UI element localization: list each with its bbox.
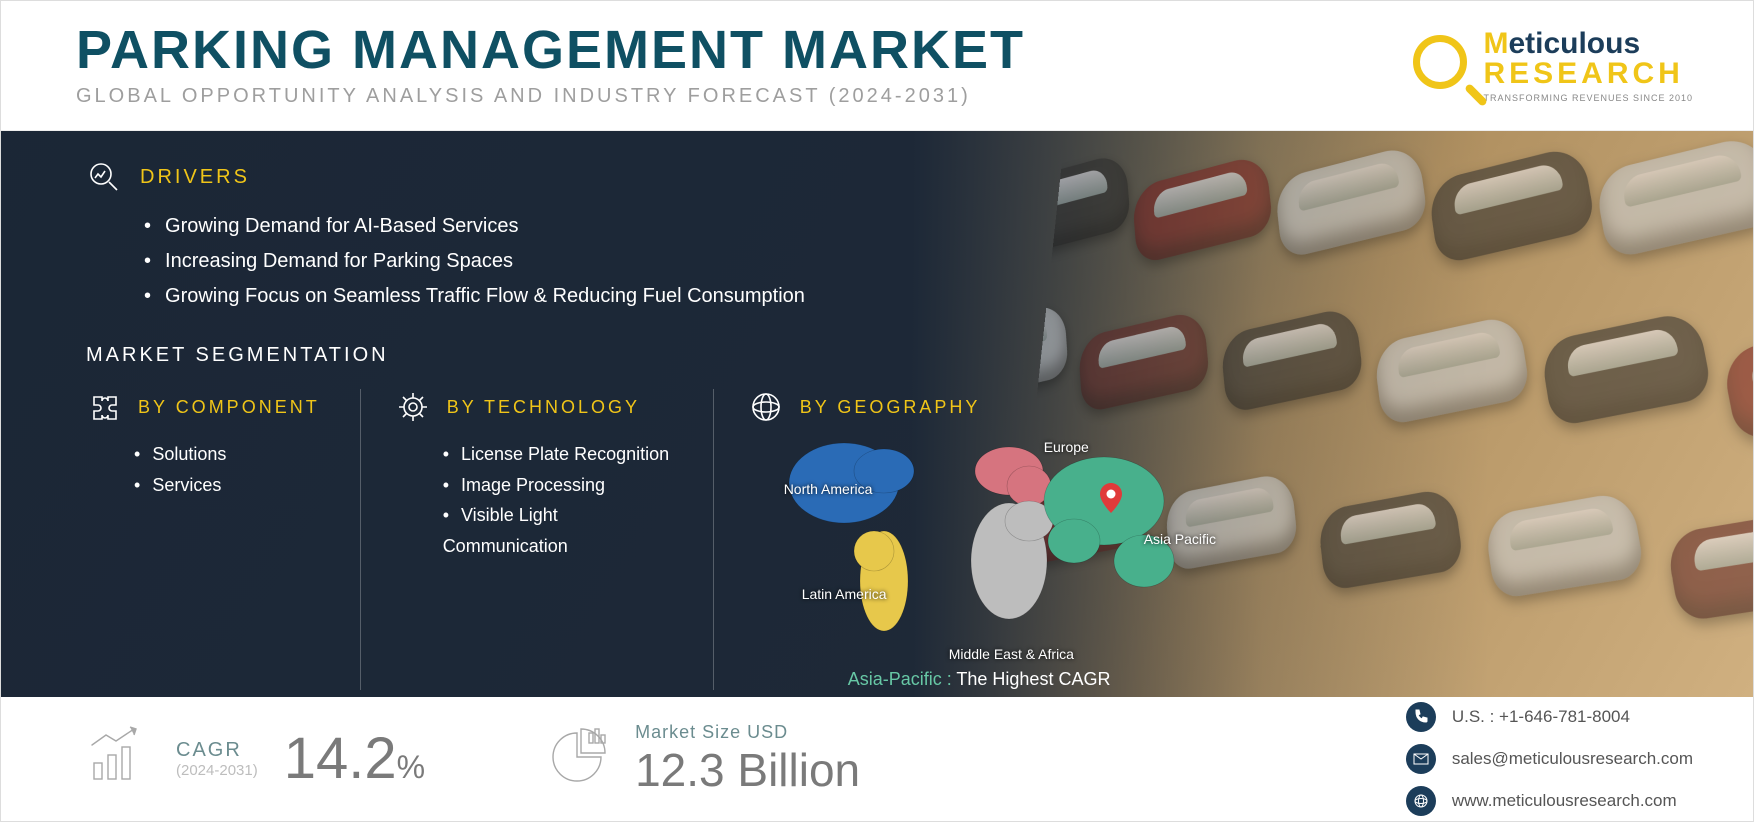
market-size-label: Market Size USD (635, 722, 860, 743)
globe-icon (748, 389, 784, 425)
chip-icon (395, 389, 431, 425)
puzzle-icon (86, 389, 122, 425)
cagr-label: CAGR (176, 739, 258, 762)
technology-list: License Plate RecognitionImage Processin… (443, 439, 673, 561)
stat-cagr: CAGR (2024-2031) 14.2% (86, 725, 425, 794)
brand-logo: Meticulous RESEARCH TRANSFORMING REVENUE… (1413, 29, 1693, 103)
web-icon (1406, 786, 1436, 816)
cagr-value: 14.2% (284, 730, 425, 788)
geography-title: BY GEOGRAPHY (800, 397, 981, 418)
contact-email[interactable]: sales@meticulousresearch.com (1406, 744, 1693, 774)
technology-item: Image Processing (443, 470, 673, 501)
magnifier-icon (1413, 35, 1475, 97)
segment-component: BY COMPONENT SolutionsServices (86, 389, 361, 690)
footer: CAGR (2024-2031) 14.2% Market Size USD 1… (1, 697, 1753, 821)
map-label: Latin America (802, 586, 887, 602)
component-list: SolutionsServices (134, 439, 320, 500)
logo-word1: Meticulous (1483, 29, 1693, 59)
technology-item: License Plate Recognition (443, 439, 673, 470)
main-panel: DRIVERS Growing Demand for AI-Based Serv… (1, 131, 1753, 697)
stat-market-size: Market Size USD 12.3 Billion (545, 722, 860, 797)
page-title: PARKING MANAGEMENT MARKET (76, 23, 1413, 77)
market-size-value: 12.3 Billion (635, 743, 860, 797)
logo-tagline: TRANSFORMING REVENUES SINCE 2010 (1483, 93, 1693, 103)
map-svg (774, 431, 1204, 661)
segment-technology: BY TECHNOLOGY License Plate RecognitionI… (395, 389, 714, 690)
component-item: Services (134, 470, 320, 501)
world-map: North America Latin America Europe Middle E… (774, 431, 1204, 661)
technology-item: Visible Light Communication (443, 500, 673, 561)
contact-web[interactable]: www.meticulousresearch.com (1406, 786, 1693, 816)
magnify-chart-icon (86, 159, 122, 195)
email-icon (1406, 744, 1436, 774)
map-label: Asia Pacific (1144, 531, 1216, 547)
header: PARKING MANAGEMENT MARKET GLOBAL OPPORTU… (1, 1, 1753, 131)
technology-title: BY TECHNOLOGY (447, 397, 640, 418)
component-item: Solutions (134, 439, 320, 470)
map-label: Europe (1044, 439, 1089, 455)
title-block: PARKING MANAGEMENT MARKET GLOBAL OPPORTU… (76, 23, 1413, 108)
page-subtitle: GLOBAL OPPORTUNITY ANALYSIS AND INDUSTRY… (76, 85, 1413, 108)
bar-chart-icon (86, 725, 150, 794)
logo-word2: RESEARCH (1483, 59, 1693, 89)
cagr-period: (2024-2031) (176, 762, 258, 779)
map-label: Middle East & Africa (949, 646, 1074, 662)
component-title: BY COMPONENT (138, 397, 320, 418)
map-label: North America (784, 481, 873, 497)
pie-chart-icon (545, 725, 609, 794)
drivers-title: DRIVERS (140, 166, 250, 189)
